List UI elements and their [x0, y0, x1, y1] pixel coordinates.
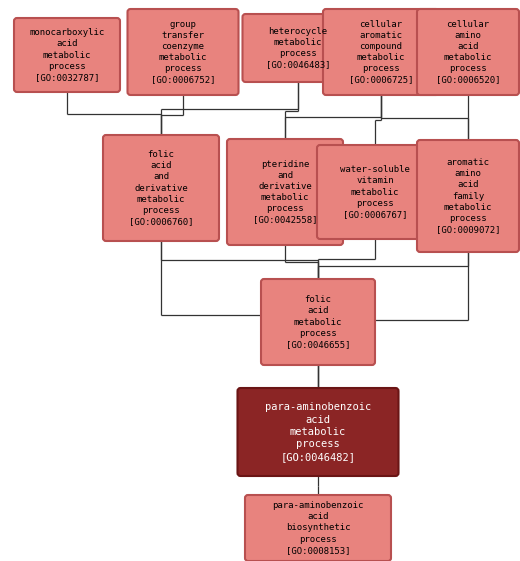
FancyBboxPatch shape [127, 9, 239, 95]
Text: pteridine
and
derivative
metabolic
process
[GO:0042558]: pteridine and derivative metabolic proce… [253, 160, 317, 224]
FancyBboxPatch shape [227, 139, 343, 245]
Text: monocarboxylic
acid
metabolic
process
[GO:0032787]: monocarboxylic acid metabolic process [G… [29, 28, 105, 82]
FancyBboxPatch shape [417, 9, 519, 95]
Text: folic
acid
metabolic
process
[GO:0046655]: folic acid metabolic process [GO:0046655… [286, 295, 350, 349]
Text: aromatic
amino
acid
family
metabolic
process
[GO:0009072]: aromatic amino acid family metabolic pro… [436, 158, 500, 234]
FancyBboxPatch shape [261, 279, 375, 365]
FancyBboxPatch shape [323, 9, 439, 95]
Text: folic
acid
and
derivative
metabolic
process
[GO:0006760]: folic acid and derivative metabolic proc… [129, 150, 193, 226]
Text: cellular
aromatic
compound
metabolic
process
[GO:0006725]: cellular aromatic compound metabolic pro… [349, 20, 413, 84]
FancyBboxPatch shape [245, 495, 391, 561]
Text: group
transfer
coenzyme
metabolic
process
[GO:0006752]: group transfer coenzyme metabolic proces… [151, 20, 215, 84]
Text: para-aminobenzoic
acid
metabolic
process
[GO:0046482]: para-aminobenzoic acid metabolic process… [265, 402, 371, 462]
Text: water-soluble
vitamin
metabolic
process
[GO:0006767]: water-soluble vitamin metabolic process … [340, 165, 410, 219]
Text: heterocycle
metabolic
process
[GO:0046483]: heterocycle metabolic process [GO:004648… [266, 27, 330, 69]
FancyBboxPatch shape [242, 14, 354, 82]
FancyBboxPatch shape [317, 145, 433, 239]
Text: para-aminobenzoic
acid
biosynthetic
process
[GO:0008153]: para-aminobenzoic acid biosynthetic proc… [272, 502, 363, 555]
FancyBboxPatch shape [103, 135, 219, 241]
FancyBboxPatch shape [238, 388, 398, 476]
FancyBboxPatch shape [417, 140, 519, 252]
Text: cellular
amino
acid
metabolic
process
[GO:0006520]: cellular amino acid metabolic process [G… [436, 20, 500, 84]
FancyBboxPatch shape [14, 18, 120, 92]
